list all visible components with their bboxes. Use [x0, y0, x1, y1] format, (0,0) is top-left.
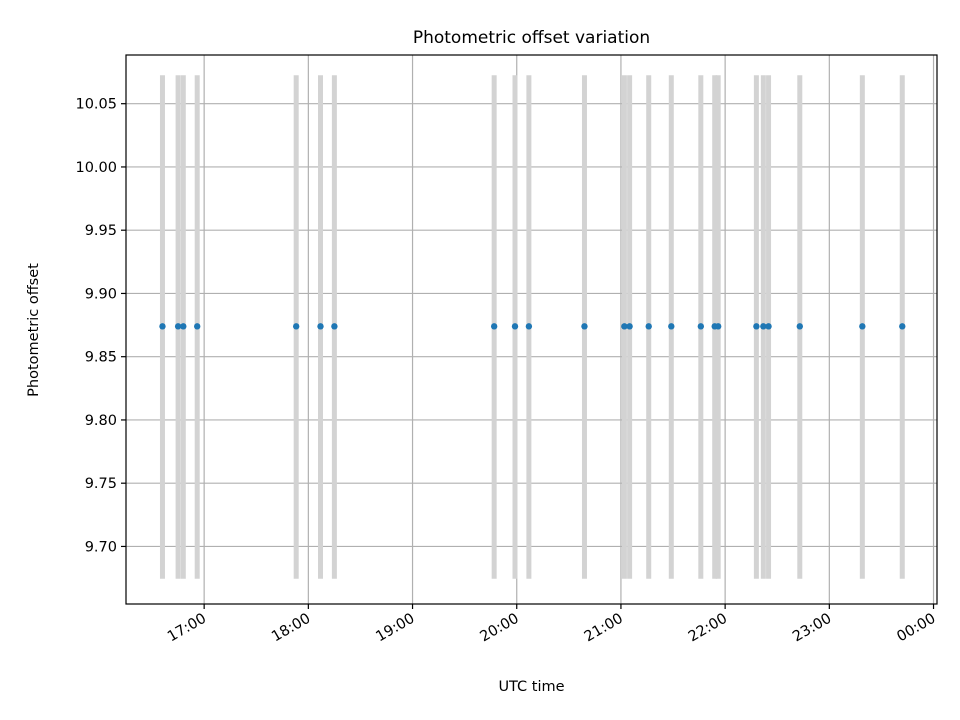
data-point: [760, 323, 767, 330]
data-point: [180, 323, 187, 330]
y-tick-label: 9.95: [85, 223, 117, 239]
data-point: [796, 323, 804, 330]
data-points: [159, 323, 906, 330]
y-tick-label: 9.85: [85, 350, 117, 366]
data-point: [753, 323, 760, 330]
y-axis: 9.70 9.75 9.80 9.85 9.90 9.95 10.00 10.05: [75, 97, 126, 555]
data-point: [621, 323, 628, 330]
data-point: [626, 323, 633, 330]
data-point: [859, 323, 866, 330]
y-tick-label: 9.70: [85, 539, 117, 555]
data-point: [714, 323, 722, 330]
data-point: [697, 323, 705, 330]
data-point: [174, 323, 182, 330]
y-tick-label: 9.75: [85, 476, 117, 492]
data-point: [765, 323, 772, 330]
y-axis-label: Photometric offset: [26, 263, 42, 397]
y-tick-label: 9.90: [85, 286, 117, 302]
y-tick-label: 10.00: [75, 160, 117, 176]
y-tick-label: 10.05: [75, 97, 117, 113]
data-point: [645, 323, 652, 330]
data-point: [511, 323, 519, 330]
data-point: [899, 323, 906, 330]
data-point: [292, 323, 300, 330]
data-point: [490, 323, 498, 330]
data-point: [159, 323, 166, 330]
data-point: [194, 323, 201, 330]
x-axis-label: UTC time: [498, 679, 564, 695]
y-tick-label: 9.80: [85, 413, 117, 429]
plot-frame: [125, 54, 938, 605]
data-point: [317, 323, 324, 330]
data-point: [331, 323, 338, 330]
data-point: [668, 323, 675, 330]
data-point: [525, 323, 533, 330]
data-point: [581, 323, 588, 330]
chart-title: Photometric offset variation: [413, 28, 650, 48]
